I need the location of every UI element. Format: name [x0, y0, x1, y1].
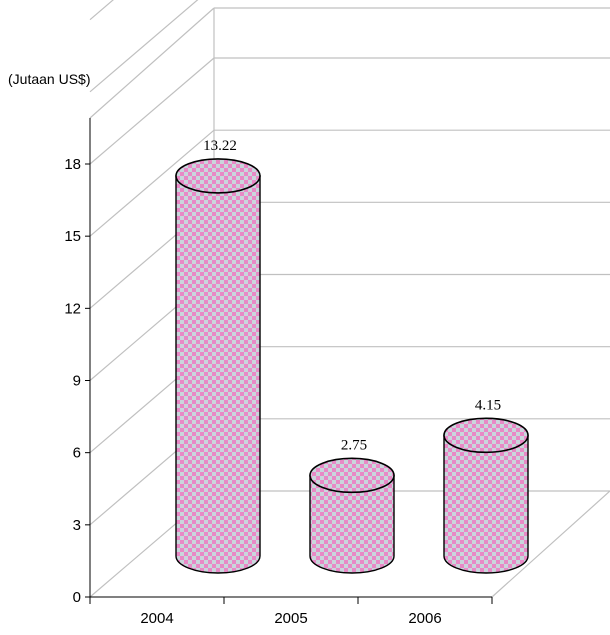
bar-series: [175, 158, 529, 574]
y-tick-label: 0: [73, 589, 81, 606]
side-grid-line: [89, 129, 215, 237]
x-tick-label: 2005: [274, 610, 307, 627]
cylinder-bar: [309, 457, 395, 574]
side-wall-top-edge: [89, 7, 215, 119]
y-tick-label: 9: [73, 373, 81, 390]
y-tick-label: 15: [64, 228, 81, 245]
side-grid-line: [89, 57, 215, 165]
data-label: 4.15: [475, 397, 501, 413]
data-label: 13.22: [203, 138, 237, 154]
cylinder-body: [175, 175, 261, 574]
data-label: 2.75: [341, 437, 367, 453]
cylinder-top: [175, 158, 261, 194]
value-axis: 0 3 6 9 12 15 18 2004 2005 2006: [64, 118, 493, 627]
cylinder-top: [443, 417, 529, 454]
unit-label: (Jutaan US$): [8, 71, 90, 87]
side-grid-line: [89, 0, 199, 93]
cylinder-body: [309, 474, 395, 574]
x-tick-label: 2004: [140, 610, 173, 627]
x-tick-label: 2006: [408, 610, 441, 627]
data-labels: 13.22 2.75 4.15: [203, 138, 501, 453]
floor-right-edge: [491, 490, 610, 598]
cylinder-body: [443, 434, 529, 574]
side-grid-line: [89, 0, 114, 21]
cylinder-bar: [175, 158, 261, 574]
cylinder-top: [309, 457, 395, 494]
cylinder-bar: [443, 417, 529, 574]
y-tick-label: 6: [73, 445, 81, 462]
y-tick-label: 3: [73, 517, 81, 534]
y-tick-label: 12: [64, 300, 81, 317]
y-tick-label: 18: [64, 156, 81, 173]
